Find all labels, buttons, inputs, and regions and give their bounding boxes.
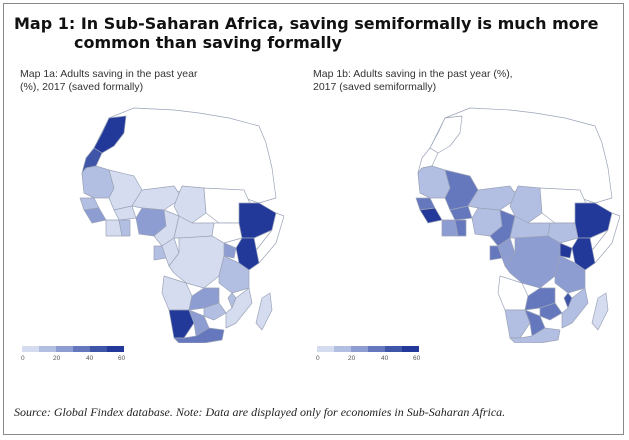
legend-tick: 0 (316, 355, 320, 362)
legend-swatch-1 (22, 346, 39, 352)
region-mozambique (225, 287, 253, 329)
legend-ticks: 0 20 40 60 (21, 355, 134, 365)
legend-color-ramp (22, 346, 124, 352)
map-a-legend: 0 20 40 60 (21, 346, 134, 365)
region-morocco (93, 115, 127, 154)
legend-ticks: 0 20 40 60 (316, 355, 429, 365)
map-b-subtitle: Map 1b: Adults saving in the past year (… (313, 68, 573, 94)
region-namibia (168, 309, 195, 339)
legend-tick: 0 (21, 355, 25, 362)
region-south-africa (509, 327, 561, 343)
legend-tick: 60 (413, 355, 421, 362)
title-line-2: common than saving formally (74, 33, 342, 52)
legend-tick: 60 (118, 355, 126, 362)
region-ghana (118, 219, 131, 237)
map-b-subtitle-line-1: Map 1b: Adults saving in the past year (… (313, 68, 513, 80)
title-line-1: Map 1: In Sub-Saharan Africa, saving sem… (14, 14, 599, 33)
region-guinea (83, 207, 107, 224)
region-south-sudan (211, 222, 243, 244)
region-tanzania (554, 255, 586, 294)
region-guinea (419, 207, 443, 224)
region-ghana (454, 219, 467, 237)
region-uganda (223, 242, 237, 259)
legend-tick: 40 (381, 355, 389, 362)
region-madagascar (255, 292, 273, 331)
legend-swatch-3 (56, 346, 73, 352)
legend-swatch-1 (317, 346, 334, 352)
legend-swatch-6 (402, 346, 419, 352)
region-tanzania (218, 255, 250, 294)
map-b-subtitle-line-2: 2017 (saved semiformally) (313, 81, 437, 93)
region-madagascar (591, 292, 609, 331)
legend-swatch-6 (107, 346, 124, 352)
region-zimbabwe (203, 302, 227, 321)
region-morocco (429, 115, 463, 154)
region-mozambique (561, 287, 589, 329)
legend-swatch-2 (39, 346, 56, 352)
legend-swatch-3 (351, 346, 368, 352)
region-namibia (504, 309, 531, 339)
map-b-legend: 0 20 40 60 (316, 346, 429, 365)
map-a-subtitle-line-2: (%), 2017 (saved formally) (20, 81, 144, 93)
legend-tick: 20 (348, 355, 356, 362)
legend-swatch-2 (334, 346, 351, 352)
map-a-subtitle: Map 1a: Adults saving in the past year (… (20, 68, 270, 94)
legend-swatch-4 (73, 346, 90, 352)
map-a-subtitle-line-1: Map 1a: Adults saving in the past year (20, 68, 198, 80)
figure-title: Map 1: In Sub-Saharan Africa, saving sem… (14, 14, 604, 52)
map-1b-africa (415, 107, 620, 343)
legend-swatch-5 (385, 346, 402, 352)
region-south-africa (173, 327, 225, 343)
region-uganda (559, 242, 573, 259)
legend-tick: 20 (53, 355, 61, 362)
legend-color-ramp (317, 346, 419, 352)
legend-swatch-5 (90, 346, 107, 352)
map-1a-africa (79, 107, 284, 343)
region-south-sudan (547, 222, 579, 244)
region-ethiopia (238, 202, 277, 239)
region-zimbabwe (539, 302, 563, 321)
region-ethiopia (574, 202, 613, 239)
legend-swatch-4 (368, 346, 385, 352)
source-note: Source: Global Findex database. Note: Da… (14, 405, 506, 419)
legend-tick: 40 (86, 355, 94, 362)
